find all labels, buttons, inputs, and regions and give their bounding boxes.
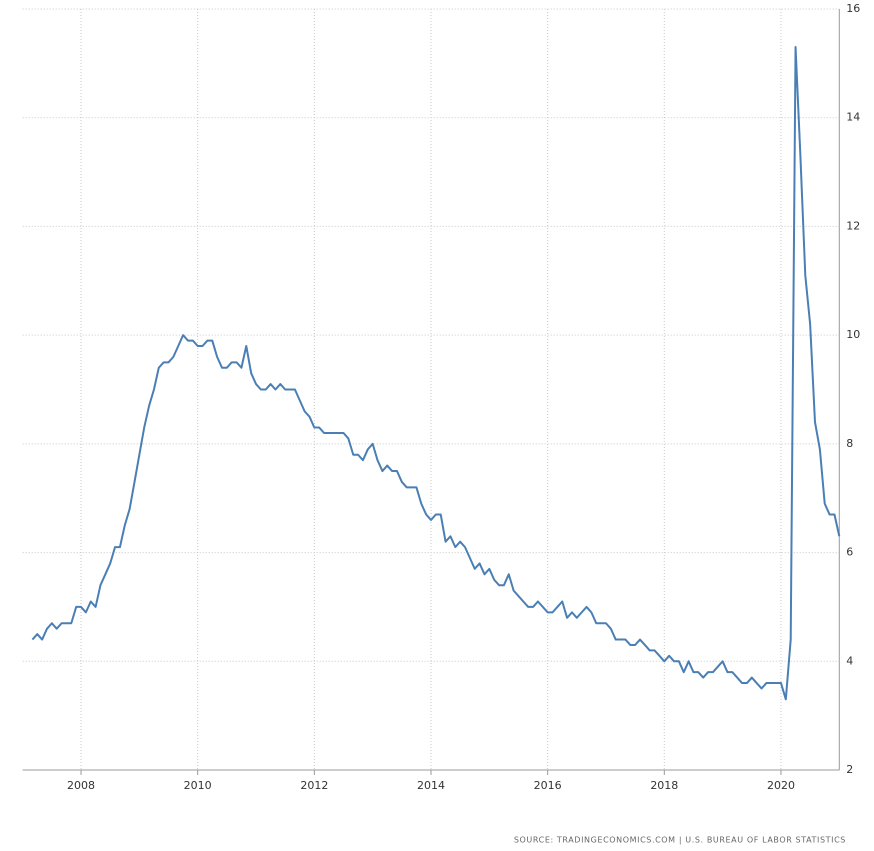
- x-tick-label: 2018: [650, 779, 678, 792]
- source-note: SOURCE: TRADINGECONOMICS.COM | U.S. BURE…: [514, 836, 846, 845]
- x-tick-label: 2010: [184, 779, 212, 792]
- y-tick-label: 2: [846, 763, 853, 776]
- y-tick-label: 8: [846, 437, 853, 450]
- x-tick-label: 2008: [67, 779, 95, 792]
- y-tick-label: 16: [846, 2, 860, 15]
- y-tick-label: 14: [846, 111, 860, 124]
- data-line: [31, 46, 841, 701]
- x-tick-label: 2020: [767, 779, 795, 792]
- y-tick-label: 6: [846, 546, 853, 559]
- y-tick-label: 10: [846, 328, 860, 341]
- y-tick-label: 4: [846, 654, 853, 667]
- x-tick-label: 2016: [534, 779, 562, 792]
- y-tick-label: 12: [846, 219, 860, 232]
- x-tick-label: 2014: [417, 779, 445, 792]
- x-tick-label: 2012: [300, 779, 328, 792]
